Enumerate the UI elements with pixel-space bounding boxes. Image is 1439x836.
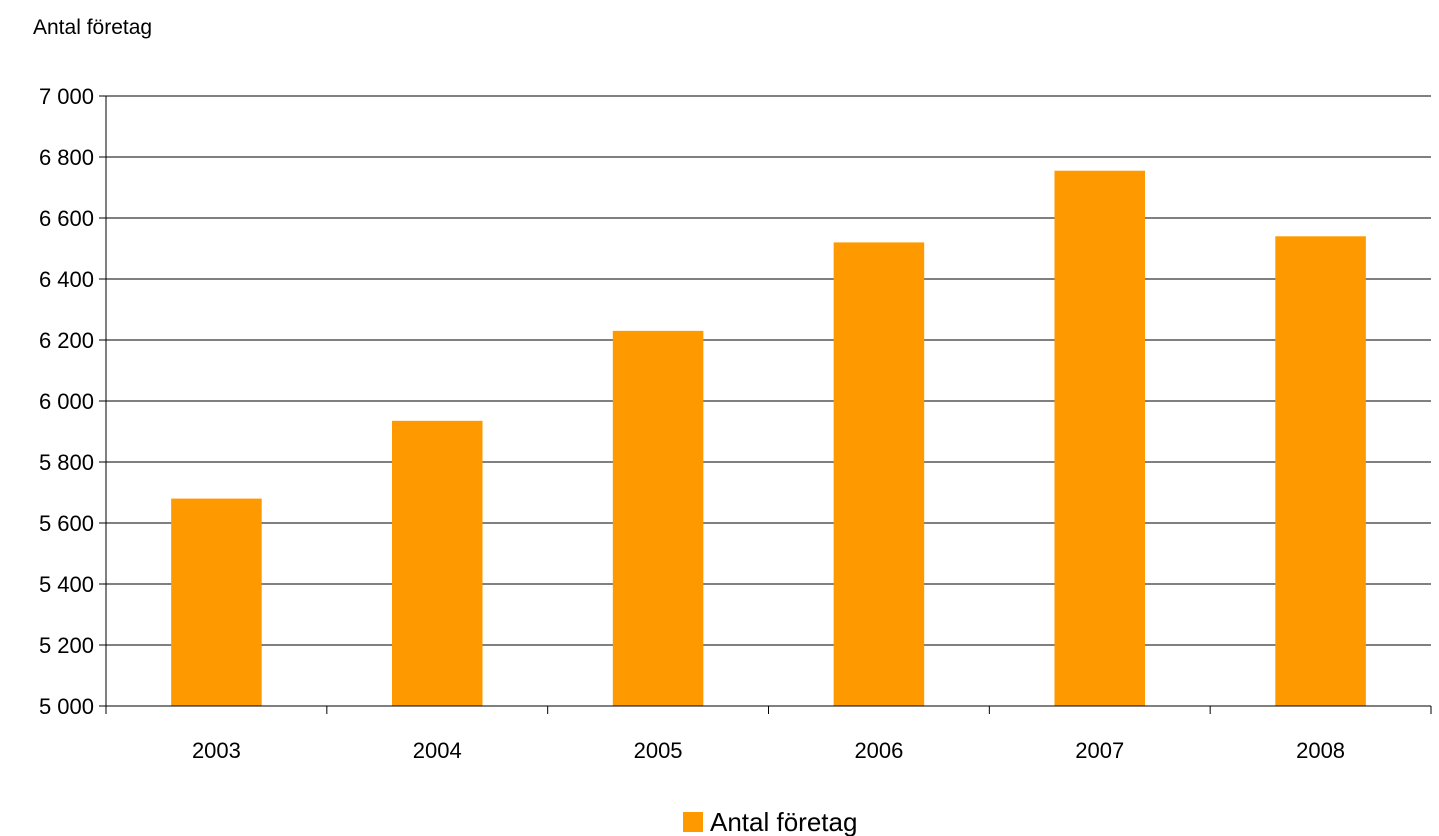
bar-2008	[1275, 236, 1366, 707]
legend: Antal företag	[683, 807, 857, 836]
y-tick-label: 5 200	[39, 633, 94, 658]
bar-2005	[612, 330, 704, 706]
x-tick-labels: 2003 2004 2005 2006 2007 2008	[192, 738, 1345, 763]
bars	[171, 170, 1366, 707]
y-tick-label: 6 000	[39, 389, 94, 414]
y-tick-label: 7 000	[39, 84, 94, 109]
x-tick-label: 2007	[1075, 738, 1124, 763]
gridlines	[106, 95, 1431, 646]
bar-2004	[391, 420, 483, 706]
x-tick-label: 2006	[854, 738, 903, 763]
x-tick-label: 2004	[413, 738, 462, 763]
axes	[99, 95, 1432, 714]
y-tick-label: 5 000	[39, 694, 94, 719]
y-tick-label: 5 800	[39, 450, 94, 475]
y-tick-labels: 5 000 5 200 5 400 5 600 5 800 6 000 6 200 6 400…	[39, 84, 94, 719]
y-tick-label: 6 800	[39, 145, 94, 170]
legend-swatch	[683, 812, 703, 832]
y-tick-label: 6 200	[39, 328, 94, 353]
y-tick-label: 6 600	[39, 206, 94, 231]
y-tick-label: 5 600	[39, 511, 94, 536]
bar-2006	[833, 242, 925, 706]
bar-2007	[1054, 170, 1146, 707]
y-axis-title: Antal företag	[33, 16, 152, 39]
y-tick-label: 6 400	[39, 267, 94, 292]
x-tick-label: 2008	[1296, 738, 1345, 763]
x-tick-label: 2005	[634, 738, 683, 763]
legend-label: Antal företag	[710, 807, 857, 836]
x-tick-label: 2003	[192, 738, 241, 763]
bar-2003	[171, 498, 262, 706]
y-tick-label: 5 400	[39, 572, 94, 597]
